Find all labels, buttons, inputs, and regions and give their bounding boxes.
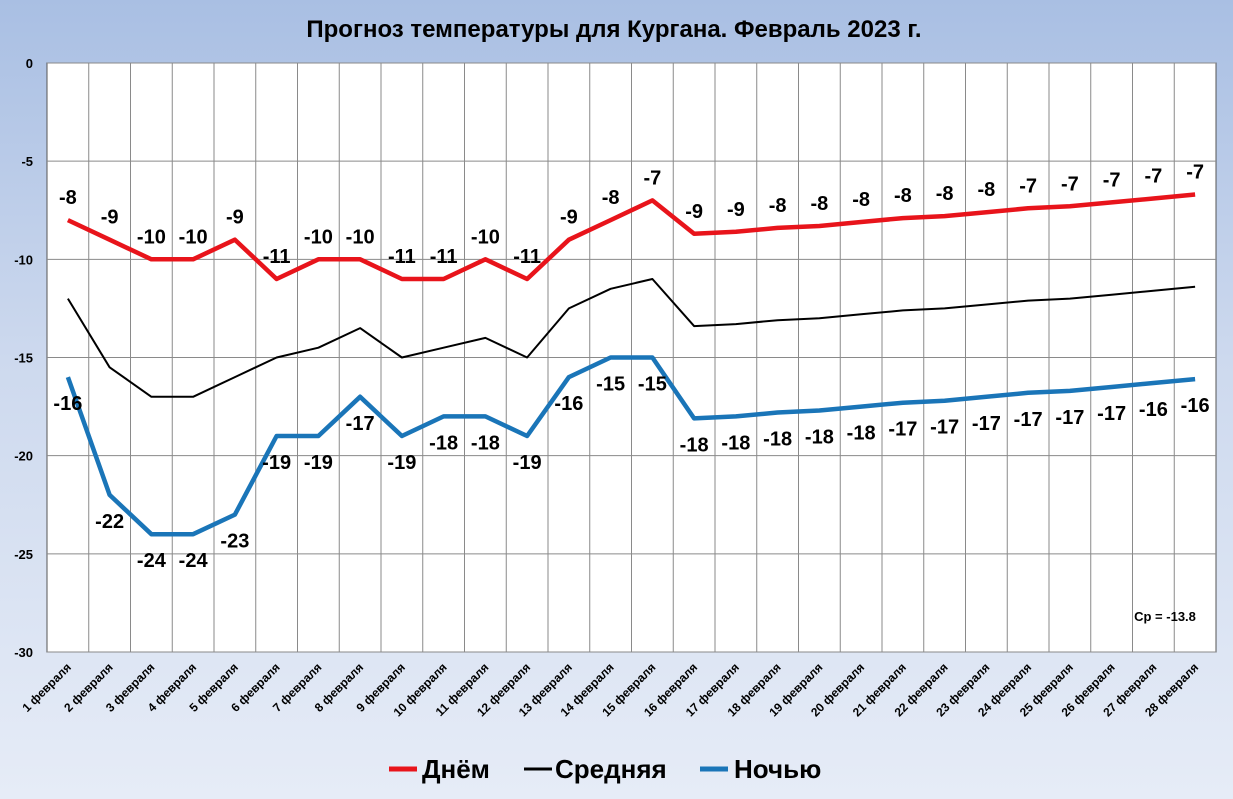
night-data-label: -24: [179, 550, 209, 572]
day-data-label: -8: [602, 187, 620, 209]
night-data-label: -23: [220, 531, 249, 553]
night-data-label: -19: [387, 452, 416, 474]
day-data-label: -8: [810, 193, 828, 215]
gridlines: [47, 62, 1216, 653]
day-data-label: -7: [1144, 165, 1162, 187]
day-data-label: -7: [643, 167, 661, 189]
day-data-label: -11: [388, 246, 416, 268]
y-tick-label: 0: [26, 56, 33, 71]
day-data-label: -7: [1061, 173, 1079, 195]
night-data-label: -17: [888, 419, 917, 441]
day-data-label: -7: [1103, 169, 1121, 191]
night-data-label: -17: [1014, 409, 1043, 431]
day-data-label: -10: [179, 226, 208, 248]
y-tick-label: -25: [14, 547, 33, 562]
legend: Днём Средняя Ночью: [389, 754, 821, 784]
day-data-label: -9: [560, 207, 578, 229]
night-data-label: -18: [763, 428, 792, 450]
data-labels: -8 -9 -10 -10 -9 -11 -10 -10 -11 -11 -10 -11 -9 -8 -7 -…: [53, 162, 1209, 573]
night-data-label: -17: [930, 417, 959, 439]
day-data-label: -11: [430, 246, 458, 268]
legend-label-1: Средняя: [555, 754, 667, 784]
day-data-label: -10: [346, 226, 375, 248]
night-data-label: -17: [1097, 403, 1126, 425]
night-data-label: -17: [346, 413, 375, 435]
night-data-label: -16: [554, 393, 583, 415]
day-data-label: -8: [936, 183, 954, 205]
day-data-label: -10: [137, 226, 166, 248]
night-data-label: -15: [638, 374, 667, 396]
series-line-1: [67, 278, 1196, 398]
day-data-label: -11: [263, 246, 291, 268]
night-data-label: -24: [137, 550, 167, 572]
night-data-label: -18: [805, 427, 834, 449]
night-data-label: -22: [95, 511, 124, 533]
y-tick-label: -10: [14, 252, 33, 267]
legend-label-2: Ночью: [734, 754, 821, 784]
day-data-label: -10: [471, 226, 500, 248]
day-data-label: -8: [894, 185, 912, 207]
night-data-label: -18: [721, 432, 750, 454]
y-tick-label: -15: [14, 351, 33, 366]
y-tick-label: -20: [14, 449, 33, 464]
night-data-label: -19: [304, 452, 333, 474]
series-line-2: [65, 355, 1196, 537]
day-data-label: -9: [685, 201, 703, 223]
legend-label-0: Днём: [422, 754, 490, 784]
day-data-label: -9: [727, 199, 745, 221]
day-data-label: -8: [59, 187, 77, 209]
day-data-label: -8: [769, 195, 787, 217]
y-axis-ticks: 0 -5 -10 -15 -20 -25 -30: [14, 56, 33, 660]
average-annotation: Ср = -13.8: [1134, 609, 1196, 624]
day-data-label: -7: [1019, 175, 1037, 197]
chart-title: Прогноз температуры для Кургана. Февраль…: [306, 16, 921, 43]
y-tick-label: -30: [14, 645, 33, 660]
night-data-label: -18: [680, 434, 709, 456]
night-data-label: -17: [972, 413, 1001, 435]
day-data-label: -7: [1186, 162, 1204, 184]
night-data-label: -18: [429, 432, 458, 454]
night-data-label: -19: [513, 452, 542, 474]
night-data-label: -17: [1055, 407, 1084, 429]
day-data-label: -8: [977, 179, 995, 201]
night-data-label: -16: [53, 393, 82, 415]
day-data-label: -11: [513, 246, 541, 268]
day-data-label: -9: [101, 207, 119, 229]
day-data-label: -9: [226, 207, 244, 229]
night-data-label: -19: [262, 452, 291, 474]
night-data-label: -16: [1181, 395, 1210, 417]
day-data-label: -8: [852, 189, 870, 211]
night-data-label: -15: [596, 374, 625, 396]
y-tick-label: -5: [21, 154, 33, 169]
night-data-label: -18: [847, 423, 876, 445]
series-lines: [65, 192, 1196, 537]
night-data-label: -18: [471, 432, 500, 454]
series-line-0: [66, 192, 1196, 282]
night-data-label: -16: [1139, 399, 1168, 421]
day-data-label: -10: [304, 226, 333, 248]
